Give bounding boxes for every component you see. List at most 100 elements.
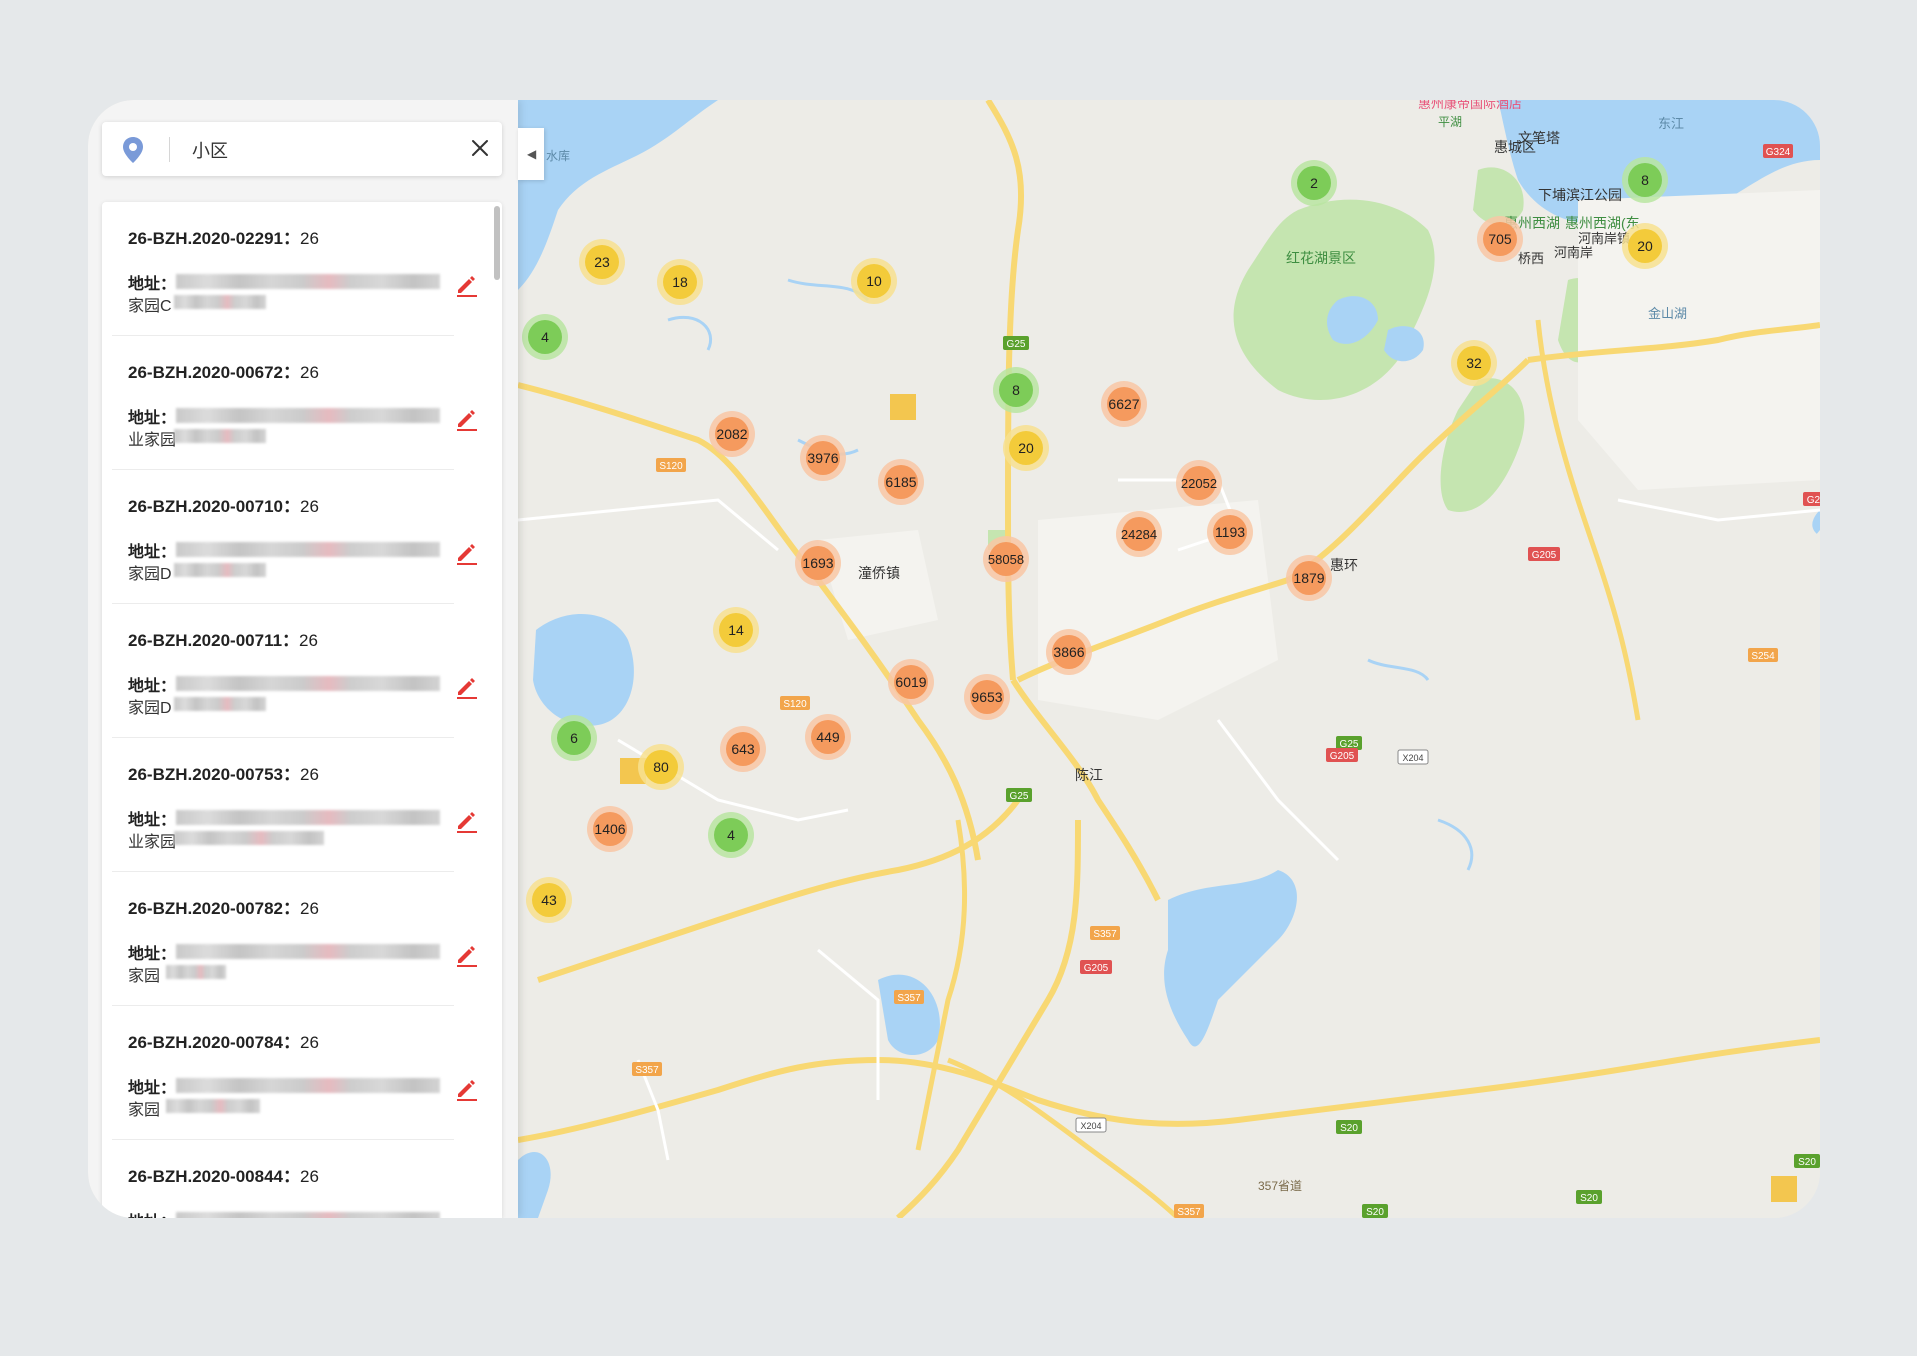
poi-marker[interactable]: [1771, 1176, 1797, 1202]
cluster-marker[interactable]: 9653: [964, 674, 1010, 720]
redacted-address: [176, 542, 440, 557]
cluster-marker[interactable]: 1879: [1286, 555, 1332, 601]
cluster-marker[interactable]: 24284: [1116, 511, 1162, 557]
cluster-marker[interactable]: 4: [708, 812, 754, 858]
search-separator: [169, 137, 170, 162]
redacted-address: [176, 676, 440, 691]
svg-text:S254: S254: [1751, 651, 1775, 662]
cluster-marker[interactable]: 1193: [1207, 509, 1253, 555]
label-tongqiao: 潼侨镇: [858, 565, 900, 581]
svg-text:S20: S20: [1580, 1193, 1598, 1204]
cluster-marker[interactable]: 18: [657, 259, 703, 305]
redacted-address: [174, 563, 266, 577]
cluster-marker[interactable]: 58058: [983, 536, 1029, 582]
cluster-marker[interactable]: 20: [1622, 223, 1668, 269]
cluster-count: 6019: [895, 674, 926, 690]
road-shield: G205: [1803, 492, 1820, 506]
cluster-marker[interactable]: 2: [1291, 160, 1337, 206]
cluster-marker[interactable]: 6627: [1101, 381, 1147, 427]
edit-icon[interactable]: [454, 674, 480, 700]
cluster-marker[interactable]: 3976: [800, 435, 846, 481]
edit-icon[interactable]: [454, 406, 480, 432]
address-tail: 业家园: [128, 432, 177, 449]
label-jinshan-lake: 金山湖: [1648, 306, 1687, 321]
water-lake-west: [533, 613, 634, 726]
edit-icon[interactable]: [454, 942, 480, 968]
cluster-count: 6185: [885, 474, 916, 490]
map-base-layer: 水库 惠州西湖 惠州西湖(东 惠城区 文笔塔 下埔滨江公园 红花湖景区 桥西 河…: [518, 100, 1820, 1218]
list-item[interactable]: 26-BZH.2020-00784：26 地址： 家园: [102, 1006, 502, 1140]
cluster-marker[interactable]: 6019: [888, 659, 934, 705]
list-item[interactable]: 26-BZH.2020-00711：26 地址： 家园D: [102, 604, 502, 738]
svg-text:S120: S120: [659, 461, 683, 472]
item-code-line: 26-BZH.2020-00710：26: [128, 497, 319, 516]
cluster-marker[interactable]: 10: [851, 258, 897, 304]
redacted-address: [166, 965, 226, 979]
cluster-count: 643: [731, 741, 755, 757]
list-item[interactable]: 26-BZH.2020-00672：26 地址： 业家园: [102, 336, 502, 470]
list-item[interactable]: 26-BZH.2020-00753：26 地址： 业家园: [102, 738, 502, 872]
poi-marker[interactable]: [890, 394, 916, 420]
cluster-marker[interactable]: 6185: [878, 459, 924, 505]
road-shield: S357: [1090, 926, 1120, 940]
cluster-count: 3866: [1053, 644, 1084, 660]
close-icon[interactable]: [470, 138, 490, 158]
road-g205: [1286, 357, 1531, 583]
cluster-marker[interactable]: 20: [1003, 425, 1049, 471]
cluster-count: 20: [1637, 238, 1653, 254]
cluster-marker[interactable]: 8: [1622, 157, 1668, 203]
edit-icon[interactable]: [454, 808, 480, 834]
cluster-marker[interactable]: 705: [1477, 216, 1523, 262]
edit-icon[interactable]: [454, 1076, 480, 1102]
cluster-marker[interactable]: 449: [805, 714, 851, 760]
result-list[interactable]: 26-BZH.2020-02291：26 地址： 家园C 26-BZH.2020…: [102, 202, 502, 1218]
edit-icon[interactable]: [454, 272, 480, 298]
app-window: 水库 惠州西湖 惠州西湖(东 惠城区 文笔塔 下埔滨江公园 红花湖景区 桥西 河…: [88, 100, 1820, 1218]
cluster-count: 18: [672, 274, 688, 290]
map-canvas[interactable]: 水库 惠州西湖 惠州西湖(东 惠城区 文笔塔 下埔滨江公园 红花湖景区 桥西 河…: [518, 100, 1820, 1218]
divider: [112, 871, 454, 872]
label-wenbita: 文笔塔: [1518, 130, 1560, 146]
list-item[interactable]: 26-BZH.2020-00782：26 地址： 家园: [102, 872, 502, 1006]
svg-text:G25: G25: [1007, 339, 1026, 350]
address-label: 地址：: [128, 410, 177, 427]
road-shield: S120: [780, 696, 810, 710]
cluster-marker[interactable]: 643: [720, 726, 766, 772]
location-pin-icon: [123, 137, 143, 163]
cluster-count: 8: [1012, 382, 1020, 398]
road-s254: [1535, 319, 1641, 721]
cluster-marker[interactable]: 6: [551, 715, 597, 761]
cluster-marker[interactable]: 2082: [709, 411, 755, 457]
item-code-line: 26-BZH.2020-00784：26: [128, 1033, 319, 1052]
list-item[interactable]: 26-BZH.2020-02291：26 地址： 家园C: [102, 202, 502, 336]
svg-text:G205: G205: [1084, 963, 1109, 974]
cluster-count: 43: [541, 892, 557, 908]
search-input[interactable]: [190, 135, 434, 165]
scrollbar-thumb[interactable]: [494, 206, 500, 280]
cluster-count: 22052: [1181, 476, 1217, 491]
edit-icon[interactable]: [454, 540, 480, 566]
svg-text:G324: G324: [1766, 147, 1791, 158]
park-east-hills: [1440, 378, 1525, 512]
road-shield: X204: [1075, 1117, 1107, 1133]
cluster-count: 80: [653, 759, 669, 775]
cluster-marker[interactable]: 1693: [795, 540, 841, 586]
item-code-line: 26-BZH.2020-00753：26: [128, 765, 319, 784]
cluster-marker[interactable]: 4: [522, 314, 568, 360]
cluster-marker[interactable]: 32: [1451, 340, 1497, 386]
cluster-marker[interactable]: 80: [638, 744, 684, 790]
cluster-marker[interactable]: 3866: [1046, 629, 1092, 675]
cluster-marker[interactable]: 23: [579, 239, 625, 285]
list-item[interactable]: 26-BZH.2020-00844：26 地址：: [102, 1140, 502, 1218]
item-code-line: 26-BZH.2020-00844：26: [128, 1167, 319, 1186]
panel-collapse-toggle[interactable]: ◀: [518, 128, 544, 180]
cluster-marker[interactable]: 1406: [587, 806, 633, 852]
cluster-marker[interactable]: 8: [993, 367, 1039, 413]
water-lake-east: [1164, 870, 1297, 1047]
list-item[interactable]: 26-BZH.2020-00710：26 地址： 家园D: [102, 470, 502, 604]
cluster-marker[interactable]: 22052: [1176, 460, 1222, 506]
cluster-marker[interactable]: 43: [526, 877, 572, 923]
cluster-marker[interactable]: 14: [713, 607, 759, 653]
label-huihuan: 惠环: [1330, 557, 1358, 573]
redacted-address: [174, 295, 266, 309]
